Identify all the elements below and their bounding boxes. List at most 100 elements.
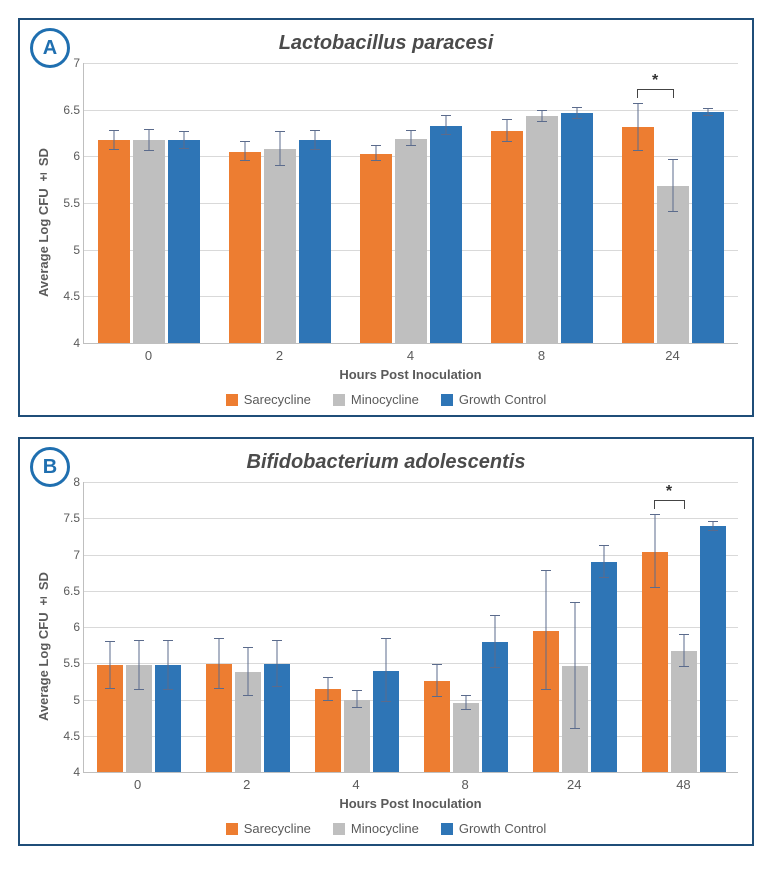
- bar-growth_control: [299, 140, 331, 343]
- bar-sarecycline: [533, 631, 559, 772]
- y-tick-label: 4.5: [54, 729, 80, 743]
- bar-growth_control: [561, 113, 593, 343]
- legend-item: Growth Control: [441, 392, 546, 407]
- error-cap: [272, 640, 282, 641]
- error-cap: [323, 700, 333, 701]
- y-tick-label: 5: [54, 693, 80, 707]
- legend-label: Sarecycline: [244, 392, 311, 407]
- bar-group: [520, 482, 629, 772]
- y-tick-label: 7: [54, 56, 80, 70]
- error-cap: [240, 160, 250, 161]
- bar-growth_control: [700, 526, 726, 772]
- error-cap: [134, 640, 144, 641]
- error-bar: [327, 678, 328, 701]
- x-ticks: 024824: [83, 344, 738, 363]
- error-cap: [406, 130, 416, 131]
- error-bar: [445, 116, 446, 135]
- bars-row: *: [84, 63, 738, 343]
- plot-area: 44.555.566.57*: [83, 63, 738, 344]
- x-tick-label: 0: [83, 344, 214, 363]
- legend-item: Growth Control: [441, 821, 546, 836]
- error-cap: [708, 530, 718, 531]
- y-tick-label: 7.5: [54, 511, 80, 525]
- legend-swatch: [441, 823, 453, 835]
- x-tick-label: 0: [83, 773, 192, 792]
- error-bar: [506, 120, 507, 142]
- y-tick-label: 6: [54, 149, 80, 163]
- error-bar: [280, 132, 281, 166]
- error-cap: [461, 709, 471, 710]
- error-bar: [465, 696, 466, 711]
- error-bar: [683, 635, 684, 667]
- x-ticks: 02482448: [83, 773, 738, 792]
- error-bar: [603, 546, 604, 578]
- x-tick-label: 8: [476, 344, 607, 363]
- bar-minocycline: [264, 149, 296, 343]
- error-cap: [381, 638, 391, 639]
- bar-minocycline: [562, 666, 588, 772]
- x-tick-label: 48: [629, 773, 738, 792]
- error-bar: [167, 641, 168, 690]
- error-cap: [272, 686, 282, 687]
- bar-sarecycline: [315, 689, 341, 772]
- error-bar: [654, 515, 655, 588]
- x-axis-label: Hours Post Inoculation: [83, 367, 738, 382]
- error-bar: [138, 641, 139, 690]
- error-cap: [441, 115, 451, 116]
- error-cap: [599, 545, 609, 546]
- x-tick-label: 24: [520, 773, 629, 792]
- error-cap: [134, 689, 144, 690]
- chart-body: Average Log CFU ± SD44.555.566.577.58*02…: [34, 482, 738, 811]
- bar-group: *: [607, 63, 738, 343]
- error-cap: [650, 514, 660, 515]
- legend-label: Sarecycline: [244, 821, 311, 836]
- error-cap: [381, 701, 391, 702]
- error-cap: [441, 134, 451, 135]
- error-cap: [179, 131, 189, 132]
- error-bar: [672, 160, 673, 212]
- bar-minocycline: [453, 703, 479, 772]
- error-cap: [502, 119, 512, 120]
- error-cap: [570, 602, 580, 603]
- bar-sarecycline: [642, 552, 668, 772]
- x-tick-label: 8: [411, 773, 520, 792]
- bar-group: [346, 63, 477, 343]
- error-bar: [247, 648, 248, 696]
- error-cap: [144, 150, 154, 151]
- error-bar: [410, 131, 411, 146]
- legend-swatch: [333, 394, 345, 406]
- x-tick-label: 4: [345, 344, 476, 363]
- bar-growth_control: [430, 126, 462, 343]
- y-tick-label: 5: [54, 243, 80, 257]
- bar-growth_control: [482, 642, 508, 772]
- bar-sarecycline: [206, 664, 232, 772]
- chart-panel: BBifidobacterium adolescentisAverage Log…: [18, 437, 754, 846]
- bar-growth_control: [373, 671, 399, 773]
- error-cap: [541, 689, 551, 690]
- bar-minocycline: [395, 139, 427, 343]
- chart-panel: ALactobacillus paracesiAverage Log CFU ±…: [18, 18, 754, 417]
- legend-item: Minocycline: [333, 392, 419, 407]
- error-cap: [406, 145, 416, 146]
- bar-minocycline: [344, 700, 370, 773]
- error-cap: [310, 130, 320, 131]
- bar-minocycline: [235, 672, 261, 772]
- bar-growth_control: [692, 112, 724, 343]
- bar-minocycline: [657, 186, 689, 343]
- error-cap: [243, 647, 253, 648]
- error-bar: [218, 639, 219, 690]
- y-tick-label: 8: [54, 475, 80, 489]
- legend-label: Growth Control: [459, 821, 546, 836]
- legend-swatch: [441, 394, 453, 406]
- bar-sarecycline: [622, 127, 654, 343]
- error-cap: [371, 160, 381, 161]
- bar-sarecycline: [229, 152, 261, 343]
- error-cap: [633, 150, 643, 151]
- error-cap: [650, 587, 660, 588]
- error-cap: [352, 690, 362, 691]
- error-cap: [310, 149, 320, 150]
- error-cap: [537, 121, 547, 122]
- error-cap: [275, 131, 285, 132]
- error-bar: [109, 642, 110, 690]
- error-cap: [371, 145, 381, 146]
